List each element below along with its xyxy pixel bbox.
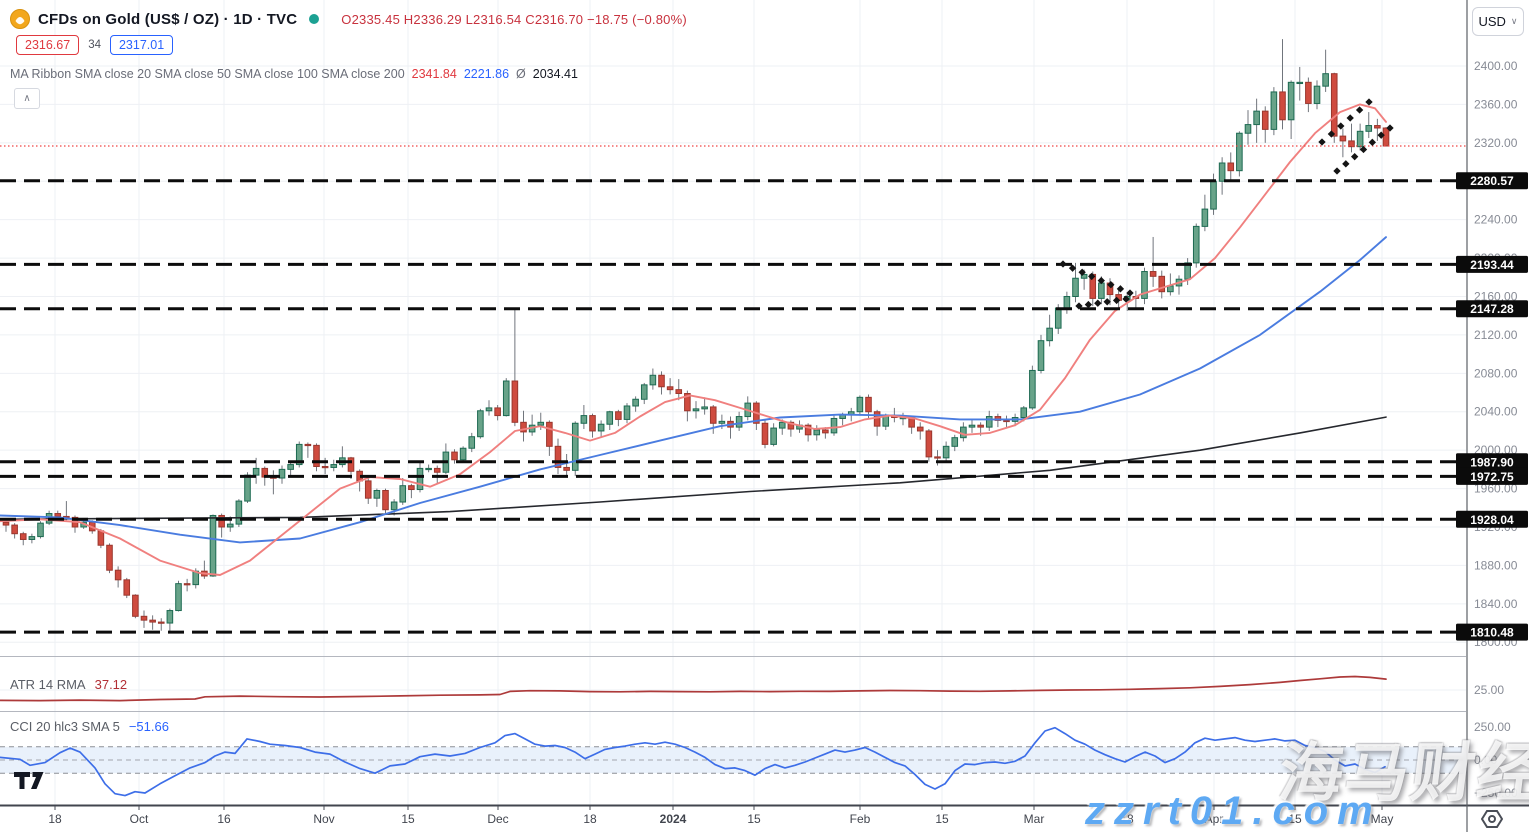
svg-text:May: May <box>1371 812 1394 826</box>
svg-text:25.00: 25.00 <box>1474 683 1504 697</box>
cci-value: −51.66 <box>128 719 169 734</box>
symbol-title[interactable]: CFDs on Gold (US$ / OZ) · 1D · TVC <box>38 10 298 28</box>
ma-ribbon-sma50-value: 2221.86 <box>463 67 510 81</box>
time-axis-labels: 18 Oct 16 Nov 15 Dec 18 2024 15 Feb 15 Mar 18 Apr 15 Ma… <box>48 806 1393 826</box>
svg-text:0.00: 0.00 <box>1474 753 1498 767</box>
cci-label-text: CCI 20 hlc3 SMA 5 <box>10 719 120 734</box>
sma20-line <box>0 103 1387 576</box>
svg-text:2240.00: 2240.00 <box>1474 213 1518 227</box>
svg-text:15: 15 <box>935 812 949 826</box>
ask-price-box: 2317.01 <box>109 35 174 55</box>
svg-text:2280.57: 2280.57 <box>1470 174 1514 188</box>
legend-collapse-button[interactable]: ∧ <box>14 88 40 109</box>
svg-text:2160.00: 2160.00 <box>1474 289 1518 303</box>
spread-value: 34 <box>88 39 101 51</box>
svg-text:2360.00: 2360.00 <box>1474 97 1518 111</box>
svg-text:1928.04: 1928.04 <box>1470 513 1514 527</box>
cci-legend[interactable]: CCI 20 hlc3 SMA 5 −51.66 <box>10 719 169 734</box>
currency-dropdown[interactable]: USD ∨ <box>1472 7 1524 36</box>
svg-text:15: 15 <box>747 812 761 826</box>
svg-text:1840.00: 1840.00 <box>1474 597 1518 611</box>
ma-ribbon-label: MA Ribbon SMA close 20 SMA close 50 SMA … <box>10 67 405 81</box>
svg-text:1972.75: 1972.75 <box>1470 470 1514 484</box>
svg-text:Mar: Mar <box>1024 812 1045 826</box>
tradingview-logo[interactable] <box>14 772 46 795</box>
svg-text:18: 18 <box>583 812 597 826</box>
cci-line <box>0 726 1386 797</box>
ma-ribbon-avg-sign: Ø <box>516 67 526 81</box>
svg-text:2193.44: 2193.44 <box>1470 258 1514 272</box>
pane-settings-icon[interactable] <box>1480 809 1504 834</box>
atr-value: 37.12 <box>94 677 128 692</box>
flag-annotations <box>1059 98 1394 310</box>
svg-text:Feb: Feb <box>850 812 871 826</box>
svg-text:2024: 2024 <box>660 812 687 826</box>
svg-text:2040.00: 2040.00 <box>1474 405 1518 419</box>
svg-text:15: 15 <box>1288 812 1302 826</box>
svg-text:18: 18 <box>48 812 62 826</box>
support-resistance-lines <box>0 179 1466 634</box>
svg-text:1880.00: 1880.00 <box>1474 558 1518 572</box>
ma-ribbon-sma200-value: 2034.41 <box>532 67 578 81</box>
cci-band <box>0 746 1466 774</box>
svg-text:1960.00: 1960.00 <box>1474 482 1518 496</box>
svg-text:Oct: Oct <box>130 812 149 826</box>
svg-text:18: 18 <box>1120 812 1134 826</box>
sma200-line <box>0 416 1387 521</box>
svg-text:2080.00: 2080.00 <box>1474 366 1518 380</box>
currency-label: USD <box>1478 14 1506 29</box>
chevron-up-icon: ∧ <box>23 93 31 104</box>
svg-text:2400.00: 2400.00 <box>1474 59 1518 73</box>
svg-text:16: 16 <box>217 812 231 826</box>
atr-label-text: ATR 14 RMA <box>10 677 86 692</box>
svg-text:1810.48: 1810.48 <box>1470 626 1514 640</box>
ma-ribbon-legend[interactable]: MA Ribbon SMA close 20 SMA close 50 SMA … <box>10 67 578 81</box>
ohlc-readout: O2335.45 H2336.29 L2316.54 C2316.70 −18.… <box>341 11 687 27</box>
ma-ribbon-sma20-value: 2341.84 <box>411 67 457 81</box>
sma50-line <box>0 236 1387 544</box>
atr-line <box>0 675 1387 702</box>
svg-text:Dec: Dec <box>487 812 508 826</box>
svg-text:−250.00: −250.00 <box>1474 786 1518 800</box>
candles-layer <box>2 39 1390 633</box>
symbol-legend-row[interactable]: CFDs on Gold (US$ / OZ) · 1D · TVC O2335… <box>10 8 687 30</box>
svg-text:2320.00: 2320.00 <box>1474 136 1518 150</box>
svg-text:250.00: 250.00 <box>1474 720 1511 734</box>
site-watermark-url: zzrt01.com <box>1085 789 1382 833</box>
chevron-down-icon: ∨ <box>1510 16 1518 26</box>
quote-row: 2316.67 34 2317.01 <box>16 35 174 55</box>
svg-text:Nov: Nov <box>313 812 334 826</box>
svg-text:2147.28: 2147.28 <box>1470 302 1514 316</box>
svg-text:1987.90: 1987.90 <box>1470 455 1514 469</box>
svg-text:15: 15 <box>401 812 415 826</box>
atr-legend[interactable]: ATR 14 RMA 37.12 <box>10 677 127 692</box>
gold-coin-icon <box>10 9 30 29</box>
market-status-dot <box>309 14 320 24</box>
svg-text:Apr: Apr <box>1205 812 1224 826</box>
bid-price-box: 2316.67 <box>16 35 80 55</box>
svg-text:2120.00: 2120.00 <box>1474 328 1518 342</box>
